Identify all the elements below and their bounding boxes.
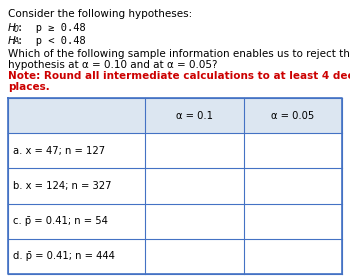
Text: 0: 0 — [14, 25, 18, 34]
Text: Which of the following sample information enables us to reject the null: Which of the following sample informatio… — [8, 49, 350, 59]
Text: d. p̄ = 0.41; n = 444: d. p̄ = 0.41; n = 444 — [13, 251, 115, 262]
Text: :  p < 0.48: : p < 0.48 — [17, 36, 86, 46]
Text: H: H — [8, 36, 16, 46]
Bar — [8, 98, 342, 133]
Text: c. p̄ = 0.41; n = 54: c. p̄ = 0.41; n = 54 — [13, 216, 108, 226]
Text: :  p ≥ 0.48: : p ≥ 0.48 — [17, 23, 86, 33]
Text: b. x = 124; n = 327: b. x = 124; n = 327 — [13, 181, 112, 191]
Text: α = 0.05: α = 0.05 — [271, 111, 315, 121]
Text: A: A — [14, 38, 19, 46]
Text: hypothesis at α = 0.10 and at α = 0.05?: hypothesis at α = 0.10 and at α = 0.05? — [8, 60, 217, 70]
Text: H: H — [8, 23, 16, 33]
Text: places.: places. — [8, 82, 50, 92]
Text: a. x = 47; n = 127: a. x = 47; n = 127 — [13, 146, 105, 156]
Text: Consider the following hypotheses:: Consider the following hypotheses: — [8, 9, 192, 19]
Text: Note: Round all intermediate calculations to at least 4 decimal: Note: Round all intermediate calculation… — [8, 71, 350, 81]
Text: α = 0.1: α = 0.1 — [176, 111, 213, 121]
